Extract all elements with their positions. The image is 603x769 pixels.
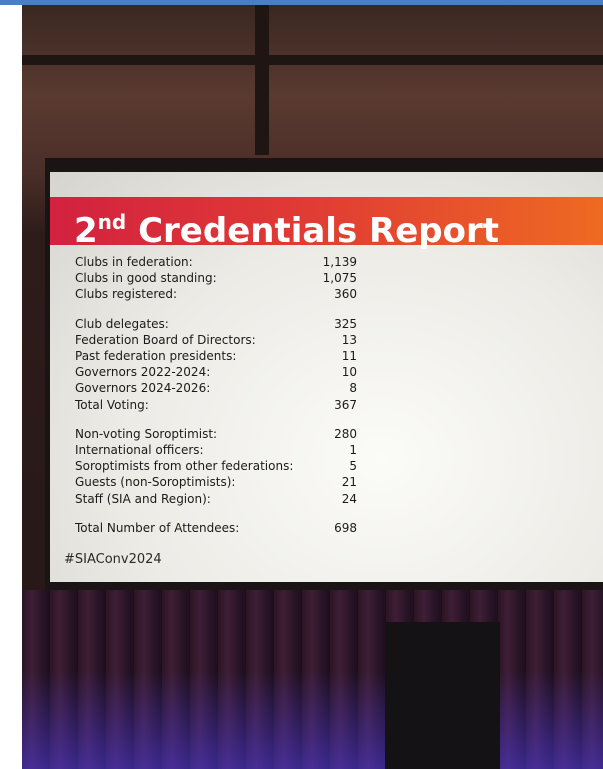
row-label: Soroptimists from other federations: <box>75 458 293 474</box>
table-row: Past federation presidents: 11 <box>75 348 357 364</box>
table-row: International officers: 1 <box>75 442 357 458</box>
row-label: International officers: <box>75 442 204 458</box>
table-row: Guests (non-Soroptimists): 21 <box>75 474 357 490</box>
row-value: 325 <box>334 316 357 332</box>
row-value: 10 <box>342 364 357 380</box>
hashtag: #SIAConv2024 <box>64 552 162 567</box>
table-row: Federation Board of Directors: 13 <box>75 332 357 348</box>
row-value: 360 <box>334 286 357 302</box>
stage-light <box>22 670 603 769</box>
row-label: Past federation presidents: <box>75 348 236 364</box>
row-value: 1,139 <box>323 254 357 270</box>
row-value: 280 <box>334 426 357 442</box>
row-label: Clubs registered: <box>75 286 177 302</box>
row-label: Clubs in good standing: <box>75 270 217 286</box>
row-label: Governors 2024-2026: <box>75 380 210 396</box>
row-label: Club delegates: <box>75 316 169 332</box>
title-number: 2 <box>74 211 98 251</box>
row-label: Governors 2022-2024: <box>75 364 210 380</box>
table-row: Clubs in good standing: 1,075 <box>75 270 357 286</box>
table-row: Clubs in federation: 1,139 <box>75 254 357 270</box>
table-row: Non-voting Soroptimist: 280 <box>75 426 357 442</box>
row-label: Guests (non-Soroptimists): <box>75 474 235 490</box>
title-suffix: nd <box>98 210 127 234</box>
table-row: Total Number of Attendees: 698 <box>75 520 357 536</box>
speaker <box>385 622 500 769</box>
table-row: Soroptimists from other federations: 5 <box>75 458 357 474</box>
row-label: Total Voting: <box>75 397 149 413</box>
ceiling-beam <box>255 5 269 155</box>
row-label: Staff (SIA and Region): <box>75 491 211 507</box>
photo: 2nd Credentials Report Clubs in federati… <box>0 0 603 769</box>
row-value: 367 <box>334 397 357 413</box>
slide-title: 2nd Credentials Report <box>74 200 499 253</box>
table-row: Staff (SIA and Region): 24 <box>75 491 357 507</box>
row-value: 5 <box>349 458 357 474</box>
row-label: Total Number of Attendees: <box>75 520 239 536</box>
row-value: 21 <box>342 474 357 490</box>
table-row: Governors 2024-2026: 8 <box>75 380 357 396</box>
row-label: Clubs in federation: <box>75 254 193 270</box>
table-row: Total Voting: 367 <box>75 397 357 413</box>
row-value: 698 <box>334 520 357 536</box>
row-value: 11 <box>342 348 357 364</box>
title-text: Credentials Report <box>138 211 499 251</box>
ceiling-beam <box>22 55 603 65</box>
row-value: 1,075 <box>323 270 357 286</box>
row-value: 8 <box>349 380 357 396</box>
projection-screen: 2nd Credentials Report Clubs in federati… <box>50 172 603 582</box>
table-row: Club delegates: 325 <box>75 316 357 332</box>
table-row: Governors 2022-2024: 10 <box>75 364 357 380</box>
row-value: 24 <box>342 491 357 507</box>
row-value: 1 <box>349 442 357 458</box>
table-row: Clubs registered: 360 <box>75 286 357 302</box>
row-value: 13 <box>342 332 357 348</box>
row-label: Non-voting Soroptimist: <box>75 426 217 442</box>
row-label: Federation Board of Directors: <box>75 332 256 348</box>
